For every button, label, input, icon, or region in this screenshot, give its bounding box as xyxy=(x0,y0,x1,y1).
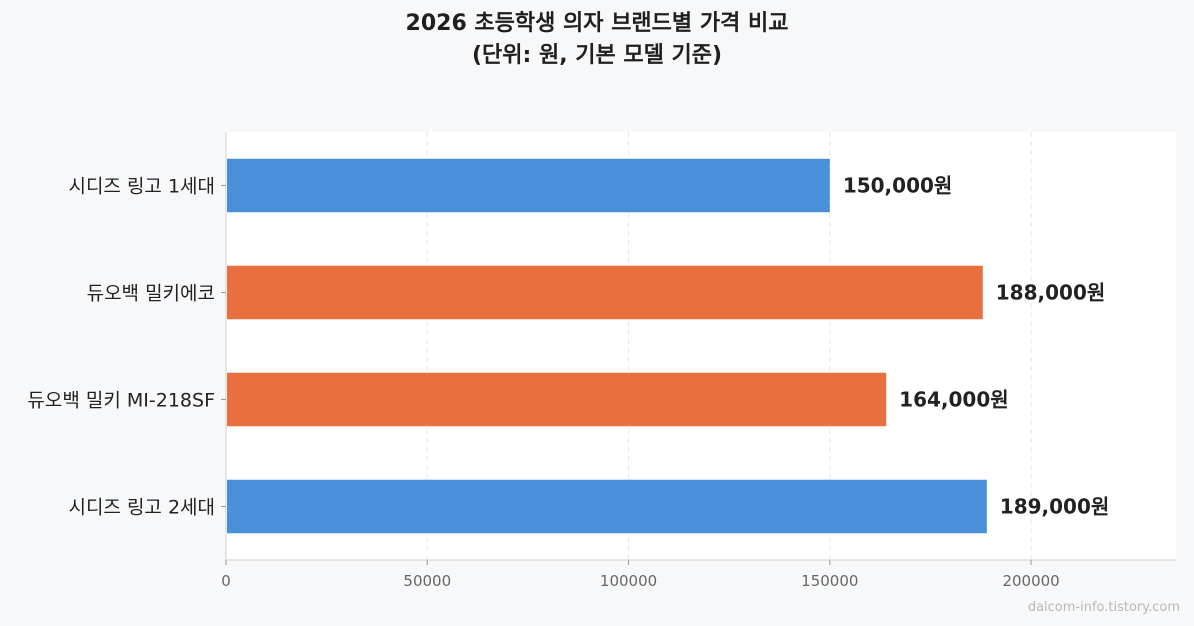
bar xyxy=(227,265,983,320)
category-label: 듀오백 밀키 MI-218SF xyxy=(27,390,215,412)
x-tick-label: 200000 xyxy=(1002,572,1059,590)
category-label: 듀오백 밀키에코 xyxy=(87,283,215,305)
bar xyxy=(227,372,887,427)
category-label: 시디즈 링고 2세대 xyxy=(68,497,215,519)
bar-value-label: 164,000원 xyxy=(899,388,1009,412)
x-tick-label: 0 xyxy=(221,572,231,590)
bar-value-label: 188,000원 xyxy=(996,281,1106,305)
bars-group: 150,000원 188,000원 164,000원 189,000원 xyxy=(227,158,1110,534)
x-tick-label: 100000 xyxy=(600,572,657,590)
x-tick-label: 150000 xyxy=(801,572,858,590)
x-tick-label: 50000 xyxy=(403,572,451,590)
watermark: dalcom-info.tistory.com xyxy=(1028,600,1180,615)
bar-value-label: 150,000원 xyxy=(843,174,953,198)
chart-title-line2: (단위: 원, 기본 모델 기준) xyxy=(472,43,722,68)
bar-value-label: 189,000원 xyxy=(1000,495,1110,519)
bar xyxy=(227,158,830,213)
bar xyxy=(227,479,987,534)
category-label: 시디즈 링고 1세대 xyxy=(68,176,215,198)
chart-title-line1: 2026 초등학생 의자 브랜드별 가격 비교 xyxy=(406,11,789,36)
